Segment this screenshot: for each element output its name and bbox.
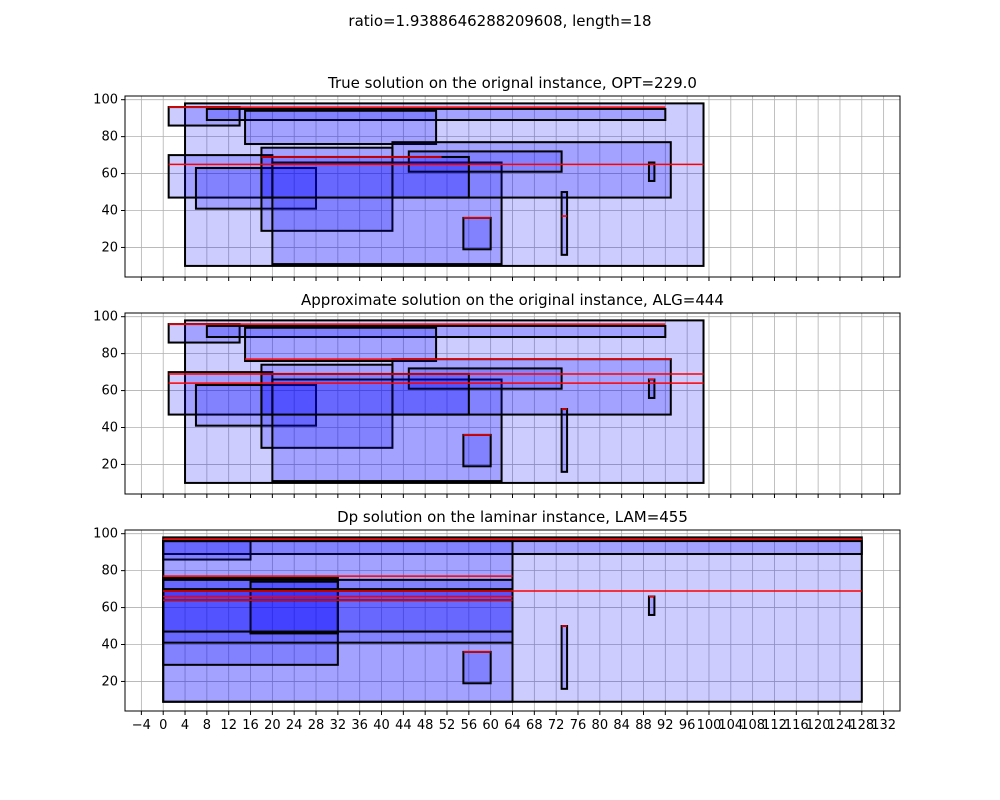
y-tick-label: 40 <box>101 204 118 219</box>
x-tick-label: 100 <box>697 718 722 733</box>
rect-layer <box>167 102 705 267</box>
rect-layer <box>167 319 705 484</box>
subplot-title: True solution on the orignal instance, O… <box>327 74 697 92</box>
x-tick-label: 76 <box>570 718 587 733</box>
x-tick-label: 40 <box>373 718 390 733</box>
x-tick-label: 4 <box>181 718 189 733</box>
demand-rect <box>560 625 569 690</box>
y-tick-label: 20 <box>101 457 118 472</box>
x-tick-label: 68 <box>526 718 543 733</box>
subplot-1: 20 40 60 80 100 True solution on the orignal … <box>93 74 901 281</box>
y-tick-label: 60 <box>101 384 118 399</box>
x-tick-label: 128 <box>849 718 874 733</box>
x-tick-label: 52 <box>439 718 456 733</box>
demand-rect <box>647 378 656 399</box>
x-tick-label: 116 <box>784 718 809 733</box>
x-tick-label: 120 <box>806 718 831 733</box>
x-tick-label: 8 <box>203 718 211 733</box>
subplot-title: Approximate solution on the original ins… <box>301 291 724 309</box>
x-tick-label: 60 <box>482 718 499 733</box>
x-tick-label: 32 <box>330 718 347 733</box>
x-tick-label: 28 <box>308 718 325 733</box>
x-tick-label: 72 <box>548 718 565 733</box>
demand-rect <box>244 326 438 363</box>
y-tick-label: 100 <box>93 93 118 108</box>
rect-layer <box>162 536 863 703</box>
x-tick-label: 12 <box>220 718 237 733</box>
x-tick-label: 56 <box>461 718 478 733</box>
demand-rect <box>560 191 569 256</box>
demand-rect <box>162 589 514 602</box>
y-tick-label: 20 <box>101 240 118 255</box>
x-tick-label: 132 <box>871 718 896 733</box>
x-tick-label: 80 <box>592 718 609 733</box>
x-tick-label: 44 <box>395 718 412 733</box>
subplot-title: Dp solution on the laminar instance, LAM… <box>337 508 688 526</box>
x-tick-label: 108 <box>740 718 765 733</box>
demand-rect <box>260 372 470 416</box>
x-tick-label: 112 <box>762 718 787 733</box>
y-tick-label: 80 <box>101 130 118 145</box>
y-tick-label: 100 <box>93 310 118 325</box>
demand-rect <box>560 408 569 473</box>
x-tick-label: 64 <box>504 718 521 733</box>
y-tick-label: 80 <box>101 564 118 579</box>
demand-rect <box>647 161 656 182</box>
x-tick-label: 88 <box>635 718 652 733</box>
demand-rect <box>167 154 274 199</box>
y-tick-label: 40 <box>101 638 118 653</box>
demand-rect <box>260 155 470 199</box>
x-tick-label: 0 <box>159 718 167 733</box>
x-tick-label: 36 <box>351 718 368 733</box>
subplot-2: 20 40 60 80 100 Approximate solution on the o… <box>93 291 901 498</box>
x-tick-label: 48 <box>417 718 434 733</box>
x-tick-label: 20 <box>264 718 281 733</box>
demand-rect <box>462 650 492 685</box>
demand-rect <box>244 109 438 146</box>
y-tick-label: 20 <box>101 674 118 689</box>
x-tick-label: 92 <box>657 718 674 733</box>
x-tick-label: 124 <box>828 718 853 733</box>
demand-rect <box>462 433 492 468</box>
demand-rect <box>462 216 492 251</box>
x-tick-label: −4 <box>132 718 151 733</box>
x-tick-label: 96 <box>679 718 696 733</box>
y-tick-label: 100 <box>93 527 118 542</box>
y-tick-label: 80 <box>101 347 118 362</box>
y-tick-label: 60 <box>101 601 118 616</box>
demand-rect <box>194 384 318 427</box>
demand-rect <box>647 595 656 616</box>
demand-rect <box>194 167 318 210</box>
x-tick-label: 104 <box>718 718 743 733</box>
y-tick-label: 60 <box>101 167 118 182</box>
x-tick-label: 84 <box>613 718 630 733</box>
x-tick-label: 16 <box>242 718 259 733</box>
y-tick-label: 40 <box>101 421 118 436</box>
x-tick-label: 24 <box>286 718 303 733</box>
figure-suptitle: ratio=1.9388646288209608, length=18 <box>348 12 652 30</box>
